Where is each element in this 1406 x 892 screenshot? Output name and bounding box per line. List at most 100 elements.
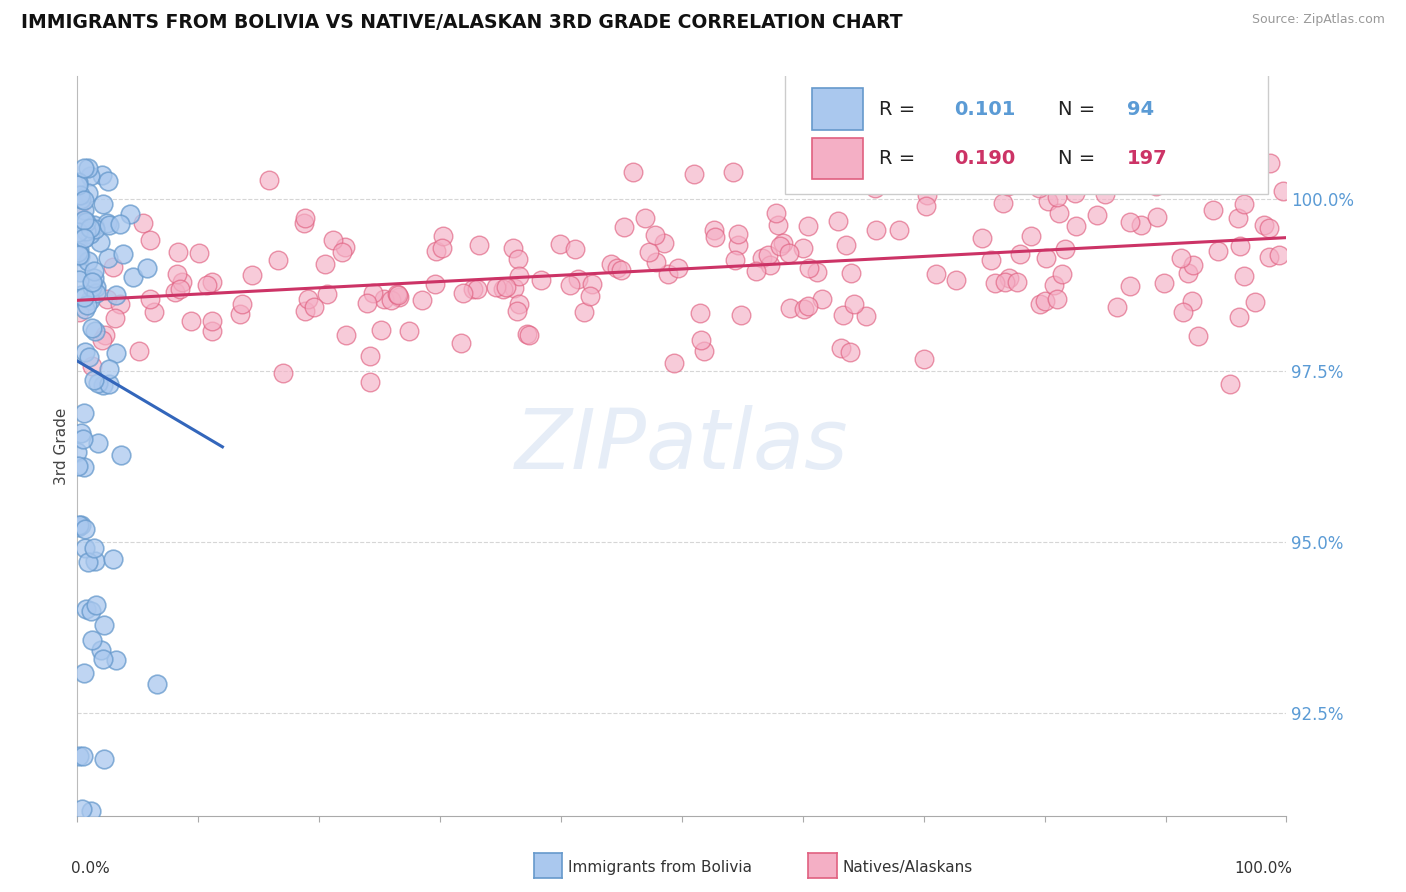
Point xyxy=(93,751,115,765)
Point xyxy=(1229,310,1251,325)
Point xyxy=(89,235,111,249)
Point xyxy=(838,345,860,359)
Point xyxy=(76,555,98,569)
Point xyxy=(180,314,202,328)
Point xyxy=(506,304,529,318)
Point xyxy=(292,216,315,230)
Point xyxy=(294,211,316,225)
Point xyxy=(73,460,96,475)
Point xyxy=(335,327,357,342)
Point xyxy=(827,214,849,228)
Point xyxy=(110,448,132,462)
Point xyxy=(75,602,97,616)
Point xyxy=(1043,278,1066,293)
Point xyxy=(492,282,515,296)
Point xyxy=(66,458,89,473)
Point xyxy=(912,351,935,366)
Point xyxy=(721,165,744,179)
Point xyxy=(387,287,409,301)
Point xyxy=(201,275,224,289)
Point xyxy=(959,163,981,178)
Point xyxy=(1180,294,1202,309)
Point xyxy=(330,245,353,260)
Point xyxy=(567,272,589,286)
Point xyxy=(67,518,90,533)
FancyBboxPatch shape xyxy=(785,72,1268,194)
Point xyxy=(356,296,378,310)
Point xyxy=(1021,228,1043,243)
Point xyxy=(82,359,104,374)
Text: N =: N = xyxy=(1057,100,1101,119)
Point xyxy=(1233,196,1256,211)
Point xyxy=(72,749,94,764)
Point xyxy=(1028,181,1050,195)
Point xyxy=(1257,220,1279,235)
Point xyxy=(945,273,967,287)
Point xyxy=(644,255,666,269)
Point xyxy=(925,267,948,281)
Point xyxy=(485,280,508,294)
Point xyxy=(468,237,491,252)
Point xyxy=(572,305,595,319)
Text: 94: 94 xyxy=(1126,100,1154,119)
Point xyxy=(111,247,134,261)
Point xyxy=(163,285,186,299)
Point xyxy=(322,233,344,247)
Point xyxy=(79,220,101,235)
Point xyxy=(83,270,105,285)
Point xyxy=(229,307,252,321)
Point xyxy=(72,432,94,446)
Point xyxy=(1046,293,1069,307)
Point xyxy=(79,227,101,242)
Point xyxy=(811,292,834,306)
Point xyxy=(994,275,1017,289)
Point xyxy=(830,341,852,355)
Point xyxy=(73,213,96,227)
Point xyxy=(1170,251,1192,265)
Point xyxy=(83,264,105,278)
Point xyxy=(79,293,101,307)
Point xyxy=(314,257,336,271)
Point xyxy=(118,206,141,220)
Point xyxy=(388,290,411,304)
Point xyxy=(80,604,103,618)
Point xyxy=(359,376,381,390)
Point xyxy=(865,222,887,236)
Point xyxy=(91,378,114,392)
Point xyxy=(75,215,97,229)
Point xyxy=(1253,219,1275,233)
Point xyxy=(1227,211,1250,225)
Point xyxy=(201,314,224,328)
Point xyxy=(73,161,96,175)
Point xyxy=(80,804,103,818)
Point xyxy=(1085,208,1108,222)
Point xyxy=(1049,131,1071,145)
Point xyxy=(432,241,454,255)
Point xyxy=(108,217,131,231)
Point xyxy=(517,328,540,343)
Point xyxy=(769,239,792,253)
Point xyxy=(621,165,644,179)
Point xyxy=(361,286,384,301)
Point xyxy=(333,239,356,253)
Point xyxy=(1177,266,1199,280)
Text: 197: 197 xyxy=(1126,149,1167,169)
Point xyxy=(1105,301,1128,315)
Point xyxy=(1063,186,1085,200)
Point xyxy=(101,552,124,566)
Point xyxy=(72,230,94,244)
Point xyxy=(80,280,103,294)
Point xyxy=(792,241,814,255)
Point xyxy=(83,373,105,387)
Point xyxy=(530,273,553,287)
Point xyxy=(101,260,124,274)
Point xyxy=(77,186,100,201)
Point xyxy=(1029,297,1052,311)
Point xyxy=(82,633,104,648)
Point xyxy=(842,297,865,311)
Point xyxy=(93,652,115,666)
Point xyxy=(139,233,162,247)
Point xyxy=(914,199,936,213)
Text: Natives/Alaskans: Natives/Alaskans xyxy=(842,860,973,874)
Point xyxy=(502,241,524,255)
